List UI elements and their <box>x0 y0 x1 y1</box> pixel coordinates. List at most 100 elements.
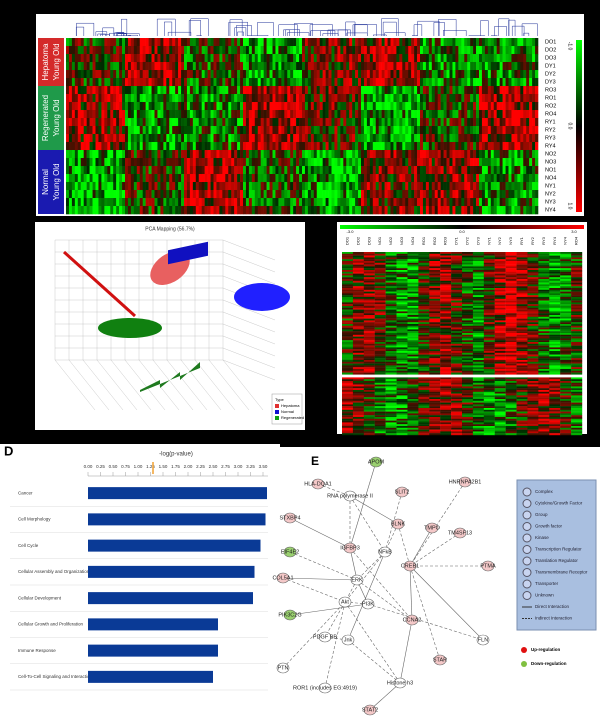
heatmap-cell <box>287 134 290 142</box>
heatmap-cell <box>184 54 187 62</box>
heatmap-cell <box>320 86 323 94</box>
heatmap-cell <box>181 78 184 86</box>
heatmap-cell <box>484 295 495 297</box>
heatmap-cell <box>506 206 509 214</box>
heatmap-cell <box>438 198 441 206</box>
heatmap-cell <box>420 46 423 54</box>
heatmap-cell <box>407 351 418 353</box>
heatmap-cell <box>373 134 376 142</box>
heatmap-cell <box>364 360 375 362</box>
heatmap-cell <box>538 342 549 344</box>
heatmap-cell <box>375 351 386 353</box>
heatmap-cell <box>397 317 408 319</box>
heatmap-cell <box>375 288 386 290</box>
heatmap-cell <box>399 78 402 86</box>
heatmap-cell <box>140 110 143 118</box>
heatmap-cell <box>571 286 582 288</box>
heatmap-cell <box>75 86 78 94</box>
heatmap-cell <box>258 134 261 142</box>
heatmap-cell <box>500 78 503 86</box>
heatmap-cell <box>258 118 261 126</box>
heatmap-cell <box>405 118 408 126</box>
heatmap-cell <box>84 70 87 78</box>
heatmap-cell <box>249 174 252 182</box>
heatmap-cell <box>352 110 355 118</box>
heatmap-cell <box>275 134 278 142</box>
heatmap-cell <box>388 182 391 190</box>
heatmap-cell <box>532 78 535 86</box>
heatmap-cell <box>560 290 571 292</box>
heatmap-cell <box>364 252 375 254</box>
heatmap-cell <box>305 46 308 54</box>
heatmap-cell <box>438 118 441 126</box>
heatmap-cell <box>452 206 455 214</box>
heatmap-cell <box>418 284 429 286</box>
heatmap-cell <box>382 70 385 78</box>
heatmap-cell <box>451 351 462 353</box>
heatmap-cell <box>407 319 418 321</box>
heatmap-cell <box>326 54 329 62</box>
heatmap-cell <box>485 158 488 166</box>
heatmap-cell <box>473 304 484 306</box>
heatmap-cell <box>375 315 386 317</box>
heatmap-cell <box>342 338 353 340</box>
heatmap-cell <box>119 142 122 150</box>
heatmap-cell <box>560 297 571 299</box>
heatmap-cell <box>571 274 582 276</box>
heatmap-cell <box>355 38 358 46</box>
heatmap-cell <box>104 166 107 174</box>
heatmap-cell <box>87 134 90 142</box>
heatmap-cell <box>495 279 506 281</box>
heatmap-cell <box>495 346 506 348</box>
heatmap-cell <box>470 198 473 206</box>
heatmap-cell <box>196 94 199 102</box>
heatmap-cell <box>66 54 69 62</box>
heatmap-cell <box>447 198 450 206</box>
heatmap-cell <box>464 62 467 70</box>
heatmap-cell <box>116 102 119 110</box>
heatmap-cell <box>278 182 281 190</box>
heatmap-cell <box>385 38 388 46</box>
heatmap-cell <box>340 94 343 102</box>
heatmap-cell <box>435 134 438 142</box>
heatmap-cell <box>296 166 299 174</box>
heatmap-cell <box>287 38 290 46</box>
heatmap-cell <box>364 319 375 321</box>
heatmap-cell <box>340 198 343 206</box>
heatmap-cell <box>364 272 375 274</box>
heatmap-cell <box>157 118 160 126</box>
column-label: RO4 <box>574 236 579 245</box>
heatmap-cell <box>517 54 520 62</box>
heatmap-cell <box>143 78 146 86</box>
heatmap-cell <box>375 310 386 312</box>
heatmap-cell <box>473 311 484 313</box>
heatmap-cell <box>495 335 506 337</box>
heatmap-cell <box>517 351 528 353</box>
heatmap-cell <box>128 198 131 206</box>
heatmap-cell <box>527 284 538 286</box>
heatmap-cell <box>104 150 107 158</box>
heatmap-cell <box>517 355 528 357</box>
heatmap-cell <box>293 158 296 166</box>
heatmap-cell <box>349 86 352 94</box>
heatmap-cell <box>113 190 116 198</box>
heatmap-cell <box>529 62 532 70</box>
heatmap-cell <box>473 277 484 279</box>
heatmap-cell <box>296 54 299 62</box>
heatmap-cell <box>473 142 476 150</box>
heatmap-cell <box>320 166 323 174</box>
heatmap-cell <box>386 335 397 337</box>
heatmap-cell <box>166 150 169 158</box>
heatmap-cell <box>397 329 408 331</box>
heatmap-cell <box>560 293 571 295</box>
heatmap-cell <box>417 174 420 182</box>
heatmap-cell <box>429 261 440 263</box>
heatmap-cell <box>352 150 355 158</box>
heatmap-cell <box>237 46 240 54</box>
heatmap-cell <box>255 70 258 78</box>
heatmap-cell <box>113 166 116 174</box>
heatmap-cell <box>90 38 93 46</box>
heatmap-cell <box>364 358 375 360</box>
heatmap-cell <box>337 158 340 166</box>
heatmap-cell <box>571 304 582 306</box>
